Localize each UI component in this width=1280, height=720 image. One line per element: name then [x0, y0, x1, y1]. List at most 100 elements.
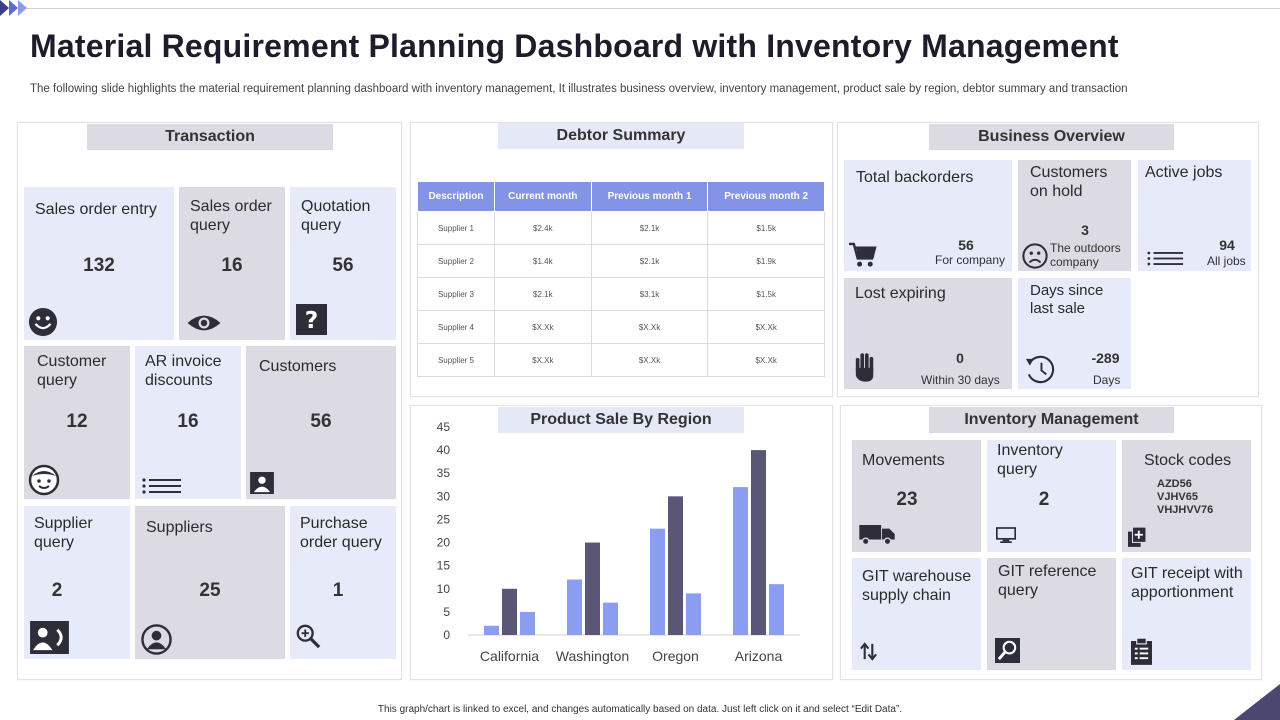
tile-value: 132 — [83, 255, 115, 276]
bar-oregon-2[interactable] — [668, 496, 683, 635]
tile-label: GIT warehouse supply chain — [862, 568, 972, 604]
table-cell: $1.4k — [493, 244, 592, 278]
table-cell: Supplier 3 — [417, 277, 495, 311]
eye-icon — [187, 315, 221, 331]
bar-california-2[interactable] — [502, 588, 517, 635]
tile-sales-order-entry[interactable]: Sales order entry 132 — [24, 187, 174, 340]
clipboard-icon — [1131, 638, 1152, 665]
add-page-icon — [1128, 527, 1146, 547]
tile-lost-expiring[interactable]: Lost expiring 0 Within 30 days — [844, 278, 1012, 389]
bar-arizona-2[interactable] — [751, 450, 766, 635]
tile-movements[interactable]: Movements 23 — [852, 440, 981, 552]
bar-arizona-3[interactable] — [769, 584, 784, 635]
column-header[interactable]: Description — [417, 181, 495, 212]
bar-washington-1[interactable] — [567, 579, 582, 635]
table-cell: Supplier 4 — [417, 310, 495, 344]
y-tick-label: 30 — [437, 489, 451, 503]
table-row[interactable]: Supplier 2 $1.4k $2.1k $1.9k — [417, 244, 825, 278]
product-sale-chart: 0 5 10 15 20 25 30 35 40 45 California Washington Or… — [437, 420, 800, 664]
table-cell: $1.5k — [707, 211, 825, 245]
tile-value: 94 — [1219, 237, 1235, 253]
bar-oregon-3[interactable] — [686, 593, 701, 635]
tile-sub: The outdoors company — [1050, 241, 1121, 269]
slide-arrows-icon — [0, 0, 27, 16]
contact-phone-icon — [30, 621, 69, 654]
tile-suppliers[interactable]: Suppliers 25 — [135, 506, 285, 659]
tile-label: Stock codes — [1144, 452, 1232, 469]
user-circle-icon — [141, 624, 172, 655]
page-subtitle: The following slide highlights the mater… — [30, 83, 1128, 95]
column-header[interactable]: Previous month 1 — [590, 181, 709, 212]
tile-label: Supplier query — [34, 515, 93, 551]
tile-total-backorders[interactable]: Total backorders 56 For company — [844, 160, 1012, 271]
tile-label: Inventory query — [997, 442, 1063, 478]
tile-label: Sales order entry — [35, 201, 157, 218]
tile-value: 56 — [958, 237, 974, 253]
tile-sub: Days — [1093, 373, 1121, 387]
table-cell: $X.Xk — [493, 343, 592, 377]
x-tick-label: California — [480, 648, 539, 664]
list-icon — [142, 478, 181, 494]
tile-customers-on-hold[interactable]: Customers on hold 3 The outdoors company — [1018, 160, 1131, 271]
debtor-table: Description Current month Previous month… — [417, 181, 825, 377]
tile-label: GIT receipt with apportionment — [1131, 565, 1243, 601]
column-header[interactable]: Current month — [493, 181, 592, 212]
y-tick-label: 45 — [437, 420, 451, 434]
y-tick-label: 5 — [443, 605, 450, 619]
bar-oregon-1[interactable] — [650, 528, 665, 635]
bar-california-3[interactable] — [520, 611, 535, 635]
tile-value: 12 — [66, 411, 88, 432]
tile-git-warehouse-supply-chain[interactable]: GIT warehouse supply chain — [852, 558, 981, 670]
tile-git-reference-query[interactable]: GIT reference query — [987, 558, 1116, 670]
tile-label: Quotation query — [301, 198, 371, 234]
list-icon — [1147, 251, 1184, 266]
tile-label: Movements — [862, 452, 945, 469]
debtor-summary-title: Debtor Summary — [498, 123, 744, 149]
table-cell: $X.Xk — [590, 310, 709, 344]
tile-days-since-last-sale[interactable]: Days since last sale -289 Days — [1018, 278, 1131, 389]
tile-label: Customers — [259, 358, 337, 375]
bar-washington-3[interactable] — [603, 602, 618, 635]
tile-ar-invoice-discounts[interactable]: AR invoice discounts 16 — [135, 346, 241, 499]
hand-stop-icon — [855, 353, 874, 382]
contact-card-icon — [250, 472, 274, 494]
bar-california-1[interactable] — [484, 625, 499, 635]
bar-arizona-1[interactable] — [733, 487, 748, 635]
table-row[interactable]: Supplier 4 $X.Xk $X.Xk $X.Xk — [417, 310, 825, 344]
table-row[interactable]: Supplier 3 $2.1k $3.1k $1.5k — [417, 277, 825, 311]
table-row[interactable]: Supplier 5 $X.Xk $X.Xk $X.Xk — [417, 343, 825, 377]
sad-face-icon — [1022, 243, 1048, 269]
zoom-in-icon — [296, 624, 321, 649]
footer-note: This graph/chart is linked to excel, and… — [377, 704, 903, 715]
tile-label: Suppliers — [146, 519, 213, 536]
tile-customers[interactable]: Customers 56 — [246, 346, 396, 499]
tile-label: AR invoice discounts — [145, 353, 222, 389]
y-tick-label: 15 — [437, 559, 451, 573]
tile-customer-query[interactable]: Customer query 12 — [24, 346, 130, 499]
x-tick-label: Oregon — [652, 648, 699, 664]
tile-label: Days since last sale — [1030, 282, 1104, 317]
table-cell: $X.Xk — [493, 310, 592, 344]
tile-quotation-query[interactable]: Quotation query 56 ? — [290, 187, 396, 340]
corner-decoration — [1234, 684, 1280, 720]
table-cell: $2.4k — [493, 211, 592, 245]
tile-purchase-order-query[interactable]: Purchase order query 1 — [290, 506, 396, 659]
bar-washington-2[interactable] — [585, 542, 600, 635]
top-rule — [26, 8, 1280, 9]
inventory-title: Inventory Management — [929, 407, 1174, 433]
tile-sales-order-query[interactable]: Sales order query 16 — [179, 187, 285, 340]
tile-inventory-query[interactable]: Inventory query 2 — [987, 440, 1116, 552]
table-row[interactable]: Supplier 1 $2.4k $2.1k $1.5k — [417, 211, 825, 245]
tile-git-receipt[interactable]: GIT receipt with apportionment — [1122, 558, 1251, 670]
column-header[interactable]: Previous month 2 — [707, 181, 825, 212]
tile-supplier-query[interactable]: Supplier query 2 — [24, 506, 130, 659]
tile-active-jobs[interactable]: Active jobs 94 All jobs — [1138, 160, 1251, 271]
tile-value: 16 — [177, 411, 199, 432]
tile-value: 2 — [51, 580, 63, 601]
monitor-icon — [996, 527, 1016, 543]
tile-value: 1 — [332, 580, 344, 601]
table-cell: Supplier 2 — [417, 244, 495, 278]
x-tick-label: Arizona — [735, 648, 783, 664]
tile-label: Lost expiring — [855, 285, 946, 302]
tile-stock-codes[interactable]: Stock codes AZD56 VJHV65 VHJHVV76 — [1122, 440, 1251, 552]
